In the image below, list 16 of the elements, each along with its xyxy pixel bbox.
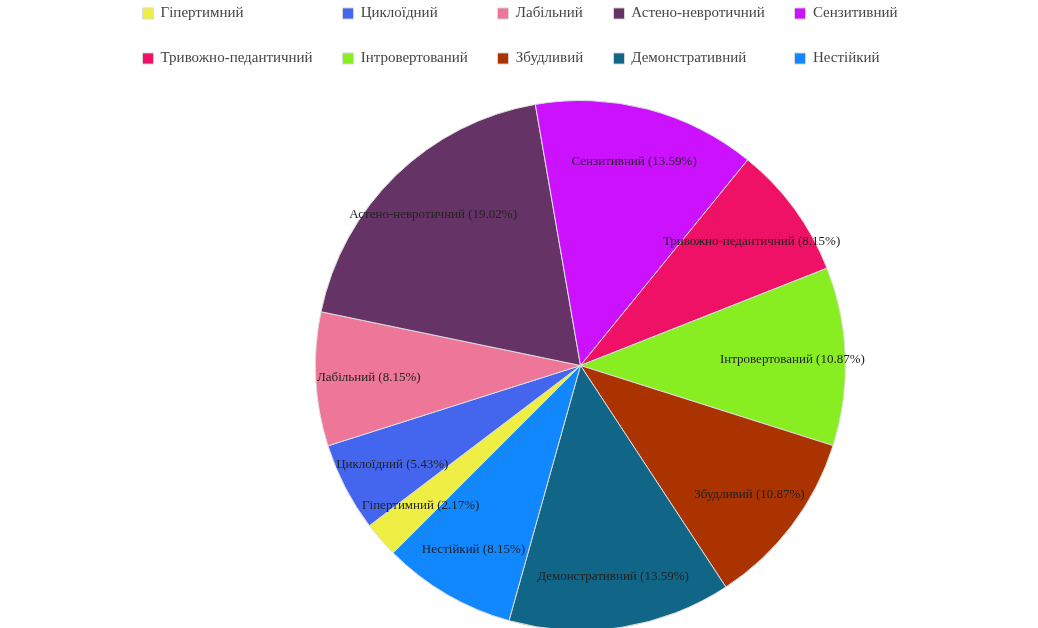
legend-label: Астено-невротичний [631,4,765,21]
legend-label: Демонстративний [631,49,747,66]
data-label: Збудливий (10.87%) [694,486,805,502]
legend-label: Збудливий [515,49,584,66]
data-label: Циклоїдний (5.43%) [336,455,449,471]
legend-label: Циклоїдний [360,4,438,21]
data-label: Нестійкий (8.15%) [421,540,526,556]
data-label: Демонстративний (13.59%) [537,567,689,583]
legend-label: Інтровертований [360,49,468,66]
legend-label: Гіпертимний [160,4,244,21]
data-label: Сензитивний (13.59%) [571,152,697,168]
legend-label: Сензитивний [812,4,898,21]
legend-label: Нестійкий [812,49,880,66]
legend-label: Тривожно-педантичний [160,49,313,66]
data-label: Лабільний (8.15%) [316,368,421,384]
legend-label: Лабільний [515,4,583,21]
